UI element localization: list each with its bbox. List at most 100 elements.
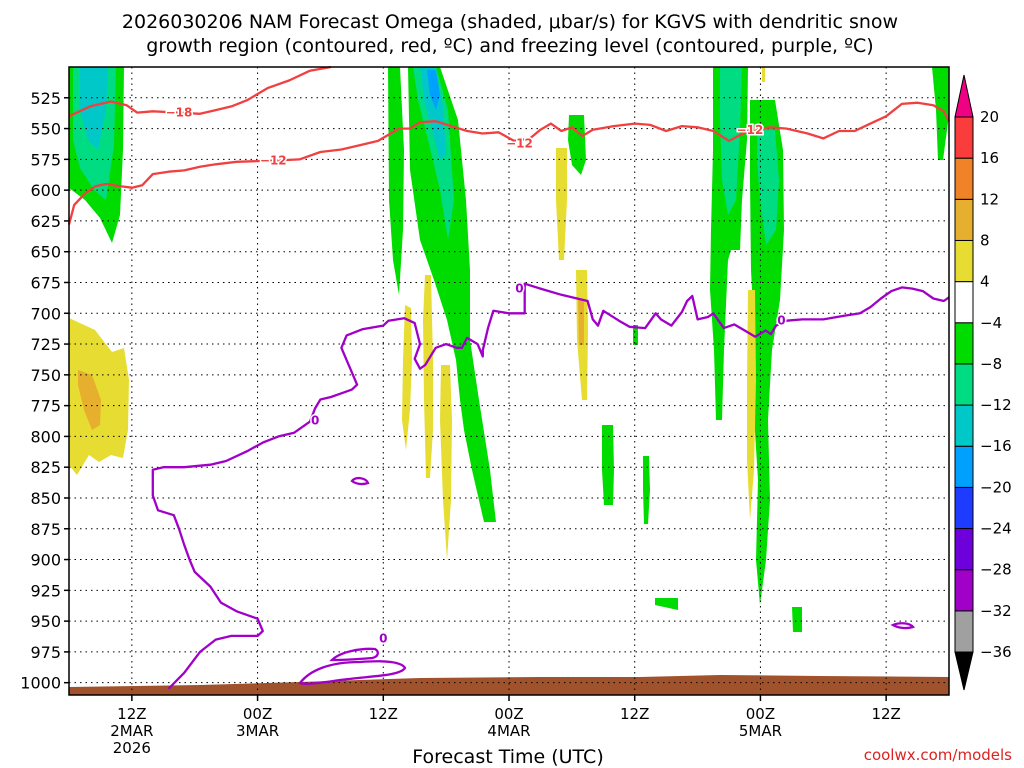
chart-title-line1: 2026030206 NAM Forecast Omega (shaded, μ… <box>122 11 898 33</box>
omega-shade-region-26 <box>578 300 584 345</box>
x-tick-label-66-1: 5MAR <box>739 722 782 740</box>
omega-shade-region-14 <box>602 425 614 505</box>
colorbar-box-6 <box>954 404 974 447</box>
y-tick-label-675: 675 <box>30 273 61 292</box>
colorbar: 20 16 12 8 4 −4 −8 −12 −16 −20 −24 −28 −32 −36 <box>954 74 1012 691</box>
y-tick-label-925: 925 <box>30 581 61 600</box>
colorbar-box-13 <box>954 116 974 159</box>
omega-shade-region-23 <box>440 365 452 560</box>
omega-shade-region-13 <box>932 67 949 160</box>
contour-label-7: 0 <box>379 631 387 645</box>
y-tick-label-750: 750 <box>30 366 61 385</box>
y-tick-label-1000: 1000 <box>20 674 61 693</box>
contour-closed-1 <box>298 660 407 685</box>
omega-shade-region-17 <box>655 598 678 610</box>
y-tick-label-650: 650 <box>30 243 61 262</box>
y-tick-label-775: 775 <box>30 397 61 416</box>
colorbar-label-9: −20 <box>980 478 1012 496</box>
y-tick-label-725: 725 <box>30 335 61 354</box>
contour-0 <box>68 65 332 118</box>
colorbar-label-6: −8 <box>980 355 1002 373</box>
x-tick-label-42-1: 4MAR <box>487 722 530 740</box>
contour-label-0: −18 <box>166 106 193 120</box>
colorbar-arrow-high <box>954 74 974 118</box>
x-tick-label-6-2: 2026 <box>113 739 151 757</box>
colorbar-label-0: 20 <box>980 108 999 126</box>
contour-label-3: −12 <box>737 123 764 137</box>
terrain-band <box>69 675 949 695</box>
y-tick-label-975: 975 <box>30 643 61 662</box>
omega-shade-region-18 <box>792 607 802 632</box>
colorbar-label-5: −4 <box>980 314 1002 332</box>
colorbar-box-3 <box>954 528 974 571</box>
omega-shade-region-27 <box>747 290 756 520</box>
omega-shade-region-6 <box>420 67 446 160</box>
omega-shade-region-3 <box>388 67 404 295</box>
x-tick-label-6-0: 12Z <box>117 705 146 723</box>
omega-shade-region-24 <box>556 148 567 260</box>
omega-shade-region-28 <box>762 67 765 82</box>
omega-shade-region-21 <box>402 305 412 450</box>
y-tick-label-550: 550 <box>30 120 61 139</box>
colorbar-label-12: −32 <box>980 602 1012 620</box>
contour-closed-4 <box>890 622 915 630</box>
x-tick-label-42-0: 00Z <box>494 705 523 723</box>
contour-label-1: −12 <box>260 154 287 168</box>
colorbar-box-8 <box>954 322 974 365</box>
y-tick-label-600: 600 <box>30 181 61 200</box>
colorbar-arrow-low <box>954 651 974 691</box>
colorbar-label-4: 4 <box>980 273 990 291</box>
y-tick-label-950: 950 <box>30 612 61 631</box>
omega-shade-region-16 <box>633 325 638 345</box>
y-tick-label-525: 525 <box>30 89 61 108</box>
y-tick-label-575: 575 <box>30 150 61 169</box>
x-tick-label-30-0: 12Z <box>369 705 398 723</box>
omega-shade-region-7 <box>427 70 440 110</box>
y-tick-label-700: 700 <box>30 304 61 323</box>
x-axis-label: Forecast Time (UTC) <box>412 746 603 768</box>
colorbar-label-11: −28 <box>980 561 1012 579</box>
contour-1 <box>67 101 951 225</box>
colorbar-box-5 <box>954 445 974 488</box>
x-tick-label-6-1: 2MAR <box>110 722 153 740</box>
y-tick-label-800: 800 <box>30 427 61 446</box>
omega-shade-region-15 <box>643 456 650 524</box>
colorbar-box-11 <box>954 198 974 241</box>
colorbar-box-9 <box>954 281 974 324</box>
x-tick-label-54-0: 12Z <box>620 705 649 723</box>
contour-closed-2 <box>329 647 379 662</box>
omega-shade-region-20 <box>78 370 101 430</box>
colorbar-box-10 <box>954 239 974 283</box>
y-axis-ticks: 525 550 575 600 625 650 675 700 725 750 775 800 825 8… <box>20 89 69 693</box>
contour-label-4: 0 <box>311 413 319 427</box>
grid-lines <box>69 67 949 695</box>
omega-shade-region-5 <box>413 67 454 240</box>
x-tick-label-18-1: 3MAR <box>236 722 279 740</box>
contour-label-6: 0 <box>777 314 785 328</box>
colorbar-label-10: −24 <box>980 520 1012 538</box>
omega-shade-region-12 <box>757 130 779 245</box>
credit-text: coolwx.com/models <box>864 746 1012 764</box>
y-tick-label-900: 900 <box>30 551 61 570</box>
colorbar-box-2 <box>954 569 974 612</box>
omega-shade-region-8 <box>568 115 586 175</box>
y-tick-label-825: 825 <box>30 458 61 477</box>
x-tick-label-66-0: 00Z <box>746 705 775 723</box>
omega-shade-region-4 <box>408 67 496 522</box>
colorbar-label-3: 8 <box>980 231 990 249</box>
contour-labels: −18 −12 −12 −12 0 0 0 0 <box>164 104 787 647</box>
contour-closed-3 <box>350 476 370 486</box>
colorbar-label-1: 16 <box>980 149 999 167</box>
y-tick-label-850: 850 <box>30 489 61 508</box>
colorbar-label-13: −36 <box>980 643 1012 661</box>
omega-shade-region-2 <box>80 67 108 150</box>
omega-shading-layer <box>69 67 949 695</box>
omega-shade-region-22 <box>423 275 433 478</box>
x-tick-label-78-0: 12Z <box>871 705 900 723</box>
colorbar-label-8: −16 <box>980 437 1012 455</box>
contour-label-5: 0 <box>515 282 523 296</box>
contour-layer <box>67 65 951 690</box>
chart-title-line2: growth region (contoured, red, ºC) and f… <box>146 35 873 57</box>
